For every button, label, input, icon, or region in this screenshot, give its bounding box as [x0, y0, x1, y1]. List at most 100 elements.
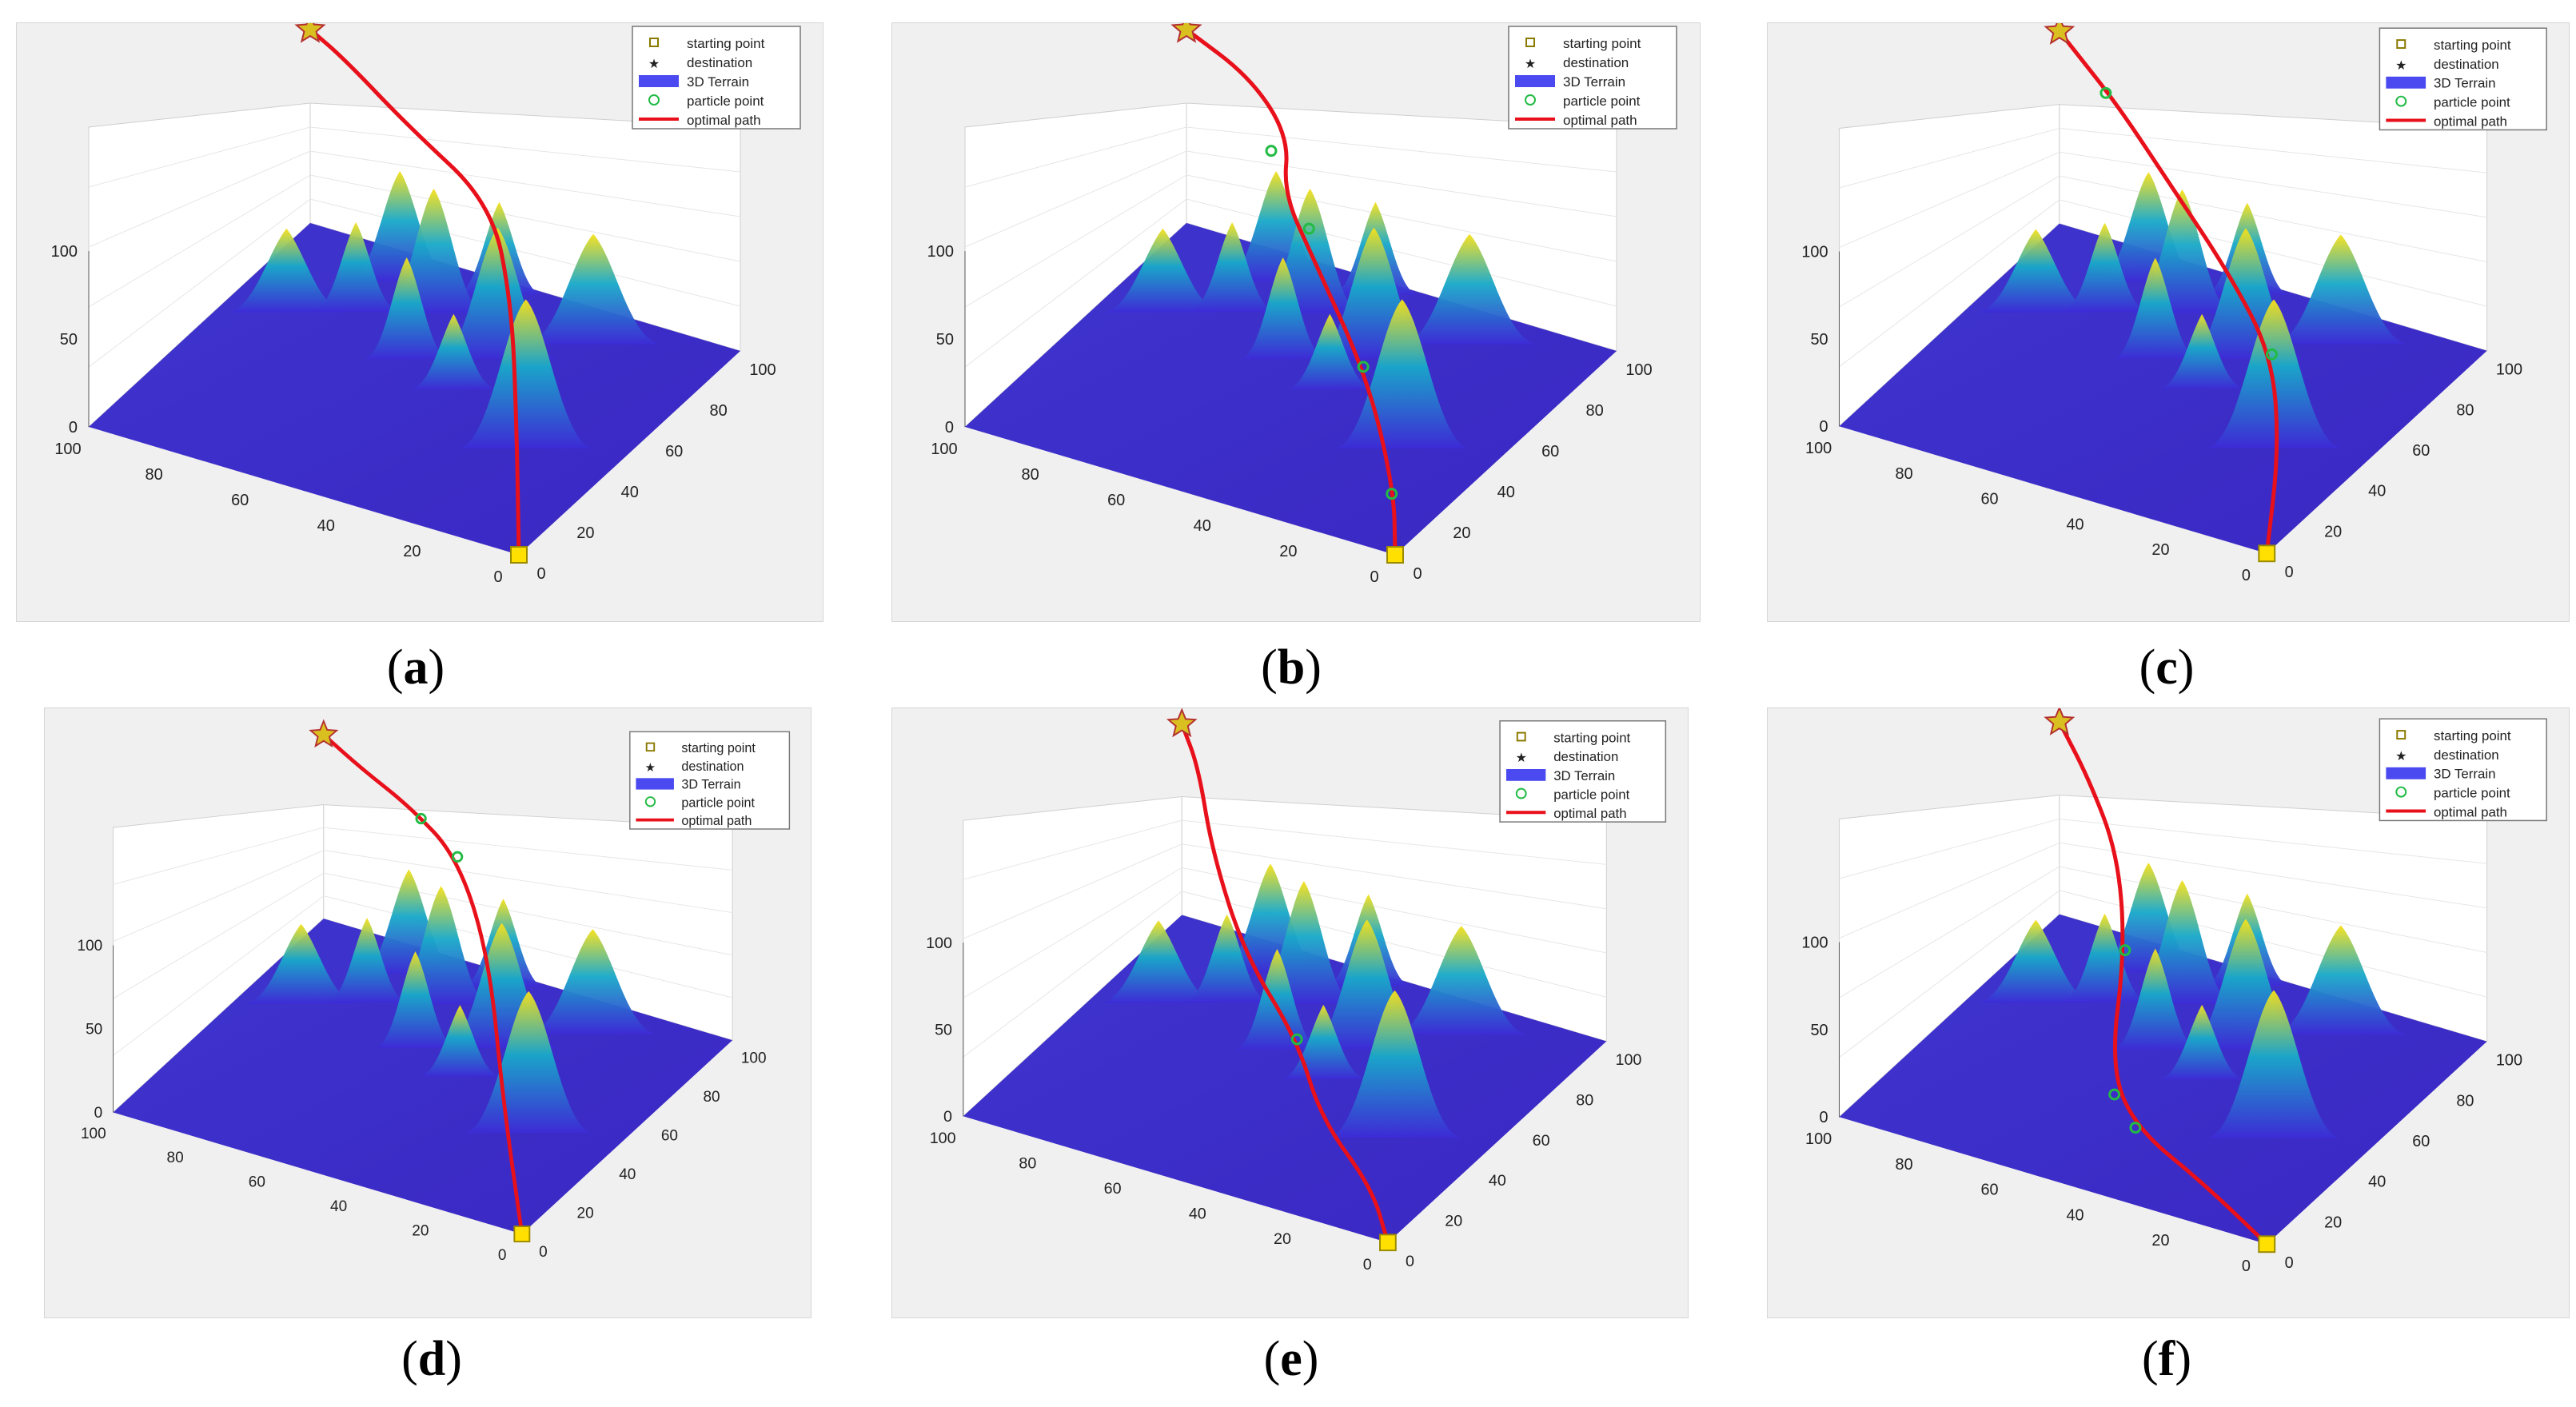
particle-point — [2266, 348, 2278, 361]
legend: starting point ★ destination 3D Terrain part… — [629, 731, 791, 830]
panel-a: 0 50 100 100 80 60 40 20 0 0 20 40 60 80 100 starting p… — [16, 22, 823, 622]
optimal-path — [308, 27, 521, 557]
legend-3d-terrain: 3D Terrain — [687, 74, 749, 90]
z-tick-label: 0 — [1819, 1109, 1828, 1126]
panel-e: 0 50 100 100 80 60 40 20 0 0 20 40 60 80 100 starting p… — [891, 707, 1689, 1318]
y-tick-label: 100 — [931, 440, 957, 458]
grid-line — [1839, 199, 2060, 368]
x-tick-label: 60 — [1533, 1132, 1550, 1150]
grid-line — [964, 198, 1187, 368]
chart-c: 0 50 100 100 80 60 40 20 0 0 20 40 60 80 100 starting p… — [1801, 23, 2547, 584]
legend-3d-terrain: 3D Terrain — [1563, 74, 1625, 90]
x-tick-label: 100 — [2496, 1052, 2522, 1070]
legend-particle-point: particle point — [1563, 94, 1641, 109]
terrain-peak — [2063, 913, 2147, 1002]
y-tick-label: 80 — [1021, 466, 1039, 484]
terrain-peak — [1235, 949, 1319, 1050]
x-tick-label: 0 — [1413, 565, 1422, 583]
caption-f: (f) — [2142, 1332, 2191, 1386]
terrain-peak — [1402, 233, 1537, 345]
z-tick-label: 50 — [86, 1022, 102, 1038]
legend: starting point ★ destination 3D Terrain part… — [2379, 27, 2547, 131]
grid-line — [1182, 867, 1607, 954]
legend-starting-point: starting point — [2434, 728, 2511, 743]
x-tick-label: 40 — [2368, 1174, 2386, 1191]
y-tick-label: 40 — [330, 1198, 347, 1215]
grid-line — [88, 150, 311, 248]
y-tick-label: 60 — [1980, 1182, 1998, 1199]
legend-3d-terrain: 3D Terrain — [2434, 76, 2496, 91]
terrain-peak — [465, 990, 593, 1134]
grid-line — [2059, 818, 2487, 864]
y-tick-label: 20 — [412, 1222, 429, 1239]
grid-line — [113, 827, 324, 885]
grid-line — [309, 126, 741, 173]
legend: starting point ★ destination 3D Terrain part… — [2379, 718, 2547, 822]
grid-line — [88, 174, 311, 308]
grid-line — [1839, 818, 2060, 879]
grid-line — [88, 126, 311, 188]
y-tick-label: 20 — [1279, 543, 1297, 560]
legend-star-icon: ★ — [645, 761, 656, 775]
caption-a: (a) — [386, 640, 445, 695]
grid-line — [1839, 175, 2060, 308]
z-tick-label: 100 — [1801, 934, 1828, 951]
grid-line — [1182, 891, 1607, 998]
terrain-peak — [2274, 925, 2408, 1035]
optimal-path — [2057, 29, 2279, 556]
x-tick-label: 0 — [539, 1244, 548, 1261]
terrain-peak — [2207, 990, 2341, 1138]
legend-terrain-swatch — [1515, 75, 1555, 87]
caption-b: (b) — [1261, 640, 1322, 695]
grid-line — [309, 174, 741, 262]
y-tick-label: 80 — [1896, 465, 1913, 483]
legend-particle-point: particle point — [1553, 787, 1629, 802]
x-tick-label: 80 — [1585, 402, 1603, 420]
y-tick-label: 40 — [317, 517, 335, 535]
grid-line — [1186, 198, 1617, 307]
legend-optimal-path: optimal path — [687, 113, 761, 128]
z-tick-label: 50 — [1810, 1022, 1828, 1039]
z-tick-label: 50 — [60, 331, 78, 349]
x-tick-label: 0 — [536, 565, 545, 583]
terrain-peak — [245, 923, 357, 1004]
destination-marker — [1170, 23, 1202, 43]
legend-optimal-path: optimal path — [2434, 114, 2507, 129]
y-tick-label: 40 — [2066, 1206, 2084, 1224]
x-tick-label: 80 — [2456, 401, 2474, 419]
legend-particle-point: particle point — [2434, 95, 2510, 110]
particle-point — [415, 812, 427, 825]
y-tick-label: 100 — [1805, 1130, 1832, 1148]
legend: starting point ★ destination 3D Terrain part… — [1499, 720, 1667, 823]
legend-destination: destination — [1563, 55, 1629, 70]
grid-line — [309, 150, 741, 217]
start-marker — [513, 1226, 531, 1243]
grid-line — [2059, 866, 2487, 953]
terrain-peak — [2159, 313, 2244, 389]
legend-optimal-path: optimal path — [1553, 806, 1626, 821]
grid-line — [964, 150, 1187, 248]
terrain-peak — [2159, 1004, 2244, 1080]
x-tick-label: 80 — [703, 1089, 720, 1106]
x-tick-label: 80 — [2456, 1092, 2474, 1110]
chart-b: 0 50 100 100 80 60 40 20 0 0 20 40 60 80 100 starting p… — [927, 23, 1677, 586]
y-tick-label: 0 — [2242, 1258, 2251, 1275]
x-tick-label: 20 — [576, 524, 594, 542]
legend-circle-icon — [1525, 94, 1536, 106]
grid-line — [323, 895, 733, 998]
terrain-peak — [2063, 222, 2147, 312]
legend-circle-icon — [2395, 786, 2407, 798]
legend: starting point ★ destination 3D Terrain part… — [632, 26, 801, 130]
grid-line — [113, 850, 324, 943]
y-tick-label: 100 — [81, 1126, 106, 1142]
terrain-peak — [1190, 222, 1274, 312]
grid-line — [309, 198, 741, 307]
x-tick-label: 20 — [1445, 1213, 1462, 1230]
grid-line — [1839, 842, 2060, 939]
y-tick-label: 20 — [2151, 541, 2169, 559]
legend-star-icon: ★ — [1516, 751, 1527, 765]
terrain-peak — [1100, 920, 1217, 1004]
grid-line — [963, 843, 1182, 939]
terrain-peak — [1977, 919, 2095, 1003]
terrain-peak — [1103, 228, 1222, 313]
